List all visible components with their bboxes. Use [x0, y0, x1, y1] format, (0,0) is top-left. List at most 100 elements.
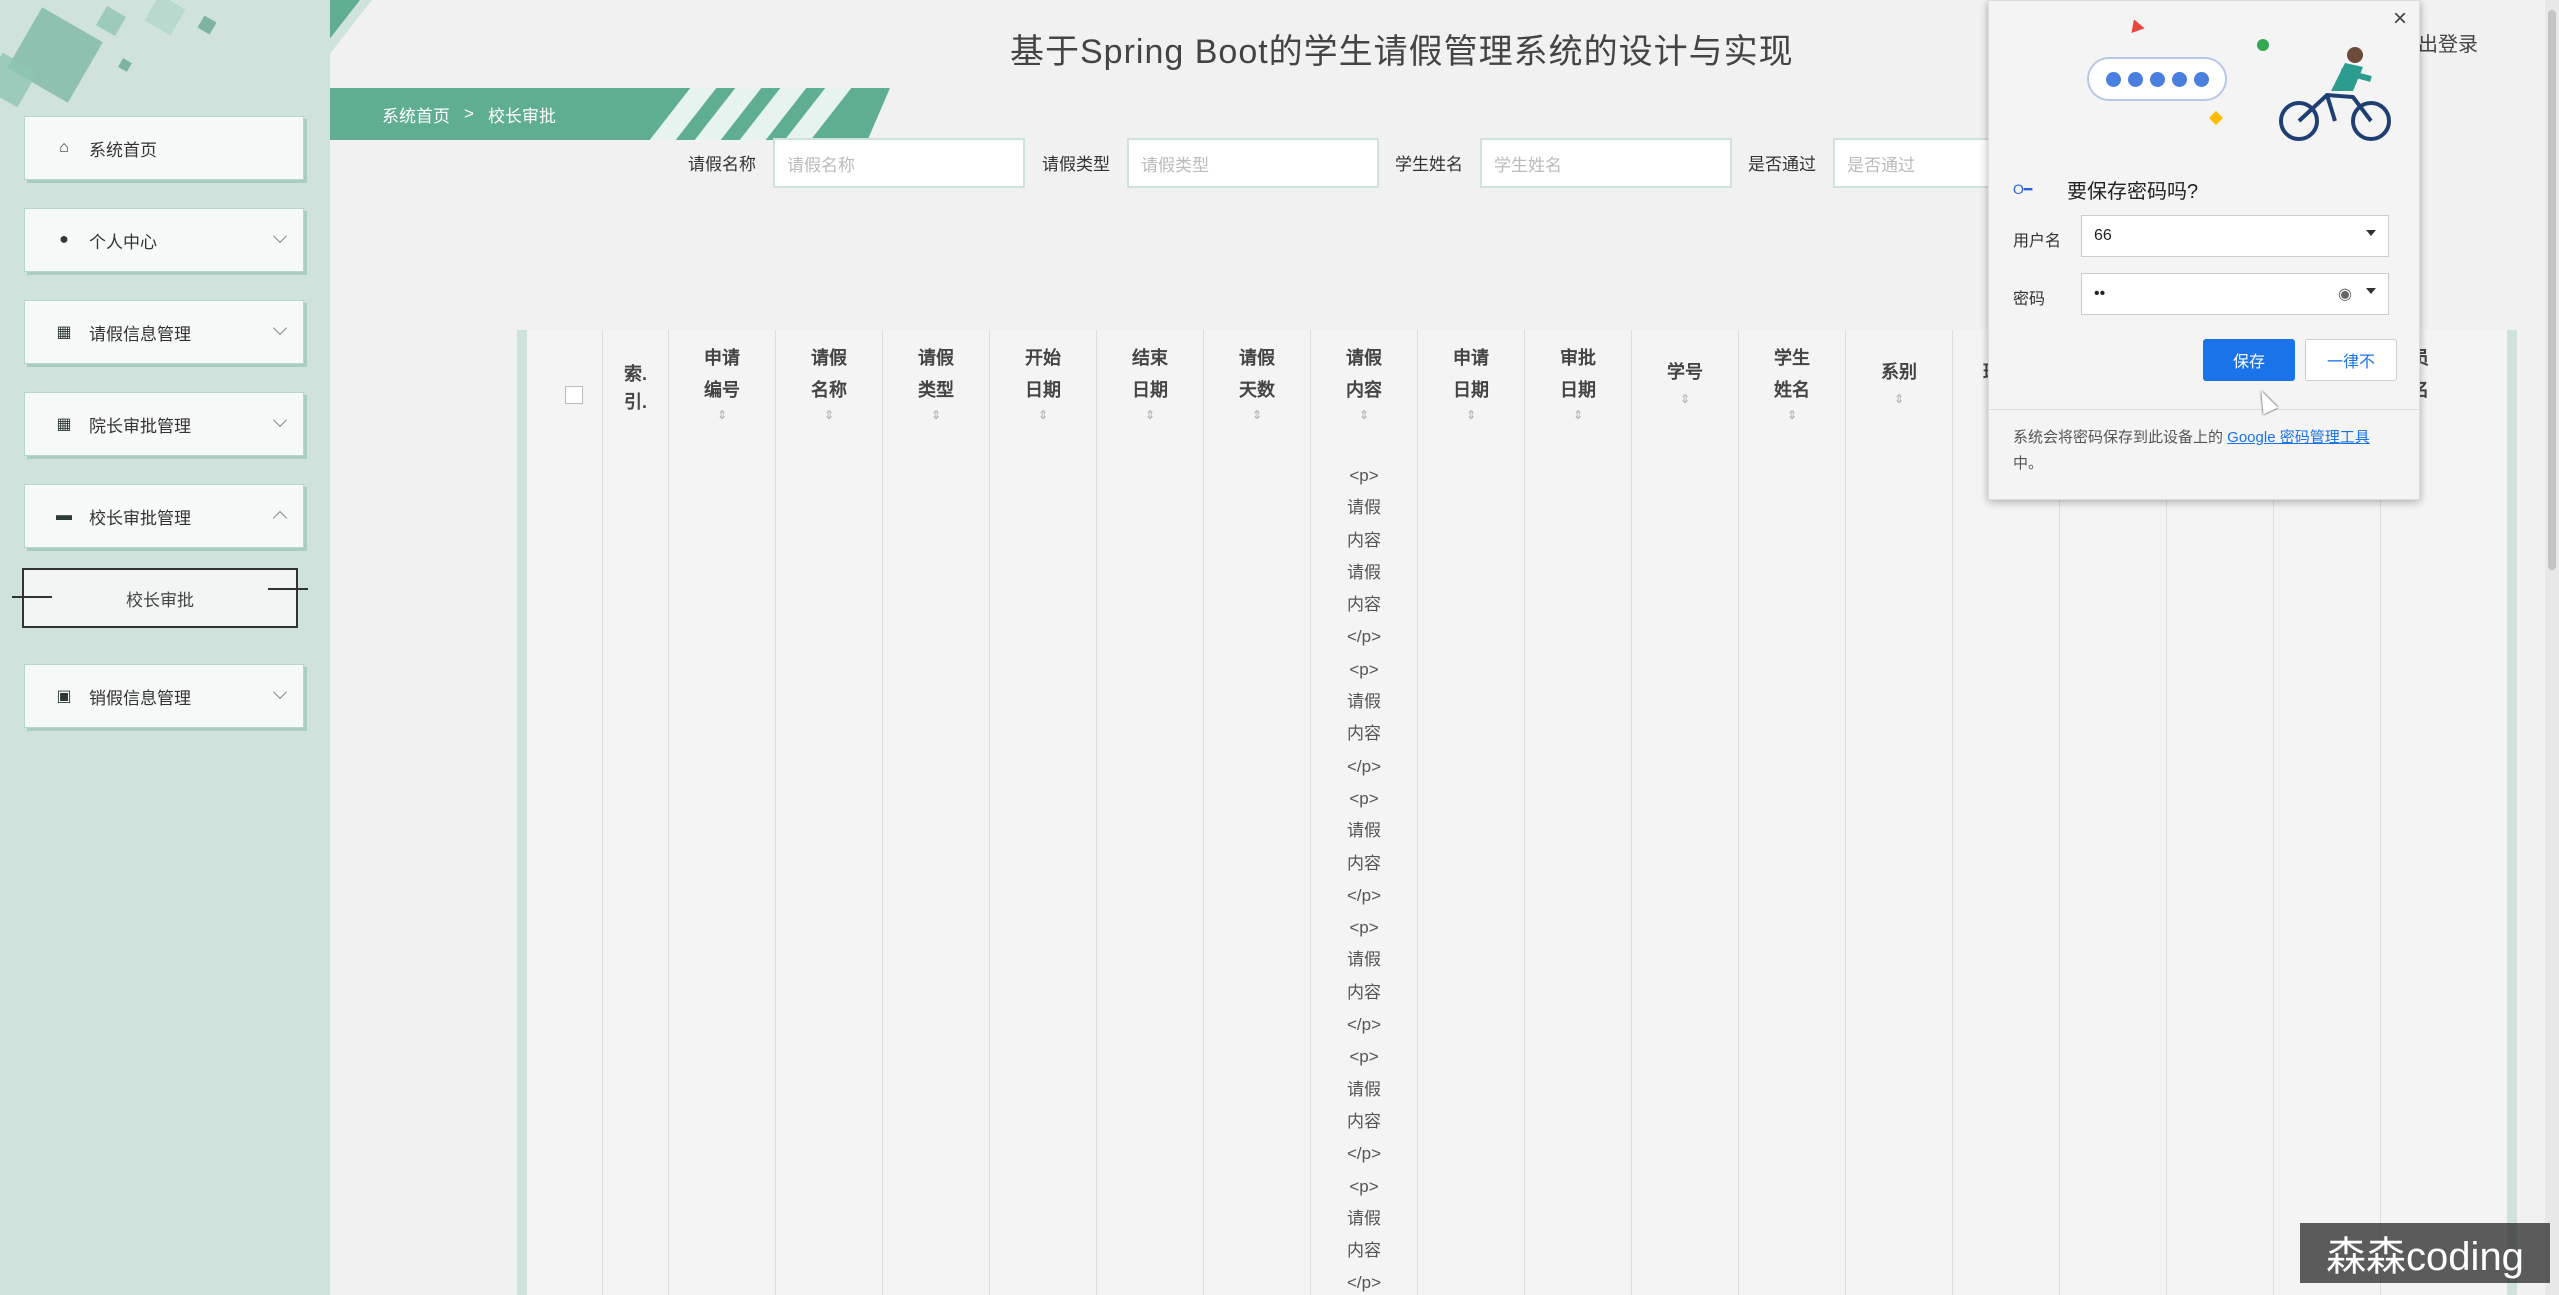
cyclist-icon — [2279, 47, 2391, 141]
breadcrumb-separator: > — [464, 104, 474, 123]
column-header: 请假 天数 — [1239, 348, 1275, 400]
sort-icon[interactable]: ⇕ — [1144, 408, 1156, 422]
sidebar-item-label: 销假信息管理 — [89, 688, 191, 708]
content-line: 内容 — [1347, 595, 1381, 615]
column-department[interactable]: 系别 ⇕ — [1846, 330, 1953, 1295]
google-password-manager-link[interactable]: Google 密码管理工具 — [2227, 429, 2370, 446]
column-leave-days[interactable]: 请假 天数 ⇕ — [1204, 330, 1311, 1295]
column-student-name[interactable]: 学生 姓名 ⇕ — [1739, 330, 1846, 1295]
content-line: <p> — [1349, 1176, 1379, 1196]
sort-icon[interactable]: ⇕ — [1465, 408, 1477, 422]
monitor-icon: ▬ — [56, 507, 72, 524]
sidebar: ⌂ 系统首页 ● 个人中心 ▦ 请假信息管理 ▦ 院长审批管理 ▬ 校长审批管理… — [0, 0, 330, 1295]
search-input-leave-type[interactable]: 请假类型 — [1127, 138, 1379, 188]
column-header: 请假 类型 — [918, 348, 954, 400]
password-label: 密码 — [2013, 291, 2046, 308]
content-line: <p> — [1349, 1047, 1379, 1067]
column-approve-date[interactable]: 审批 日期 ⇕ — [1525, 330, 1632, 1295]
key-icon: O━ — [2013, 181, 2033, 197]
column-end-date[interactable]: 结束 日期 ⇕ — [1097, 330, 1204, 1295]
sort-icon[interactable]: ⇕ — [930, 408, 942, 422]
column-hidden-1 — [2060, 330, 2167, 1295]
sort-icon[interactable]: ⇕ — [1251, 408, 1263, 422]
column-header: 请假 内容 — [1346, 348, 1382, 400]
column-header: 系别 — [1881, 362, 1917, 382]
sidebar-item-label: 请假信息管理 — [89, 324, 191, 344]
username-label: 用户名 — [2013, 233, 2062, 250]
briefcase-icon: ▣ — [56, 688, 72, 705]
sidebar-item-home[interactable]: ⌂ 系统首页 — [24, 116, 304, 180]
sidebar-item-principal-approval[interactable]: ▬ 校长审批管理 — [24, 484, 304, 548]
save-button[interactable]: 保存 — [2203, 339, 2295, 381]
home-icon: ⌂ — [59, 139, 69, 156]
column-leave-name[interactable]: 请假 名称 ⇕ — [776, 330, 883, 1295]
selection-marker — [268, 588, 308, 590]
sort-icon[interactable]: ⇕ — [1786, 408, 1798, 422]
column-header: 请假 名称 — [811, 348, 847, 400]
grid-icon: ▦ — [56, 324, 72, 341]
password-field[interactable]: •• ◉ — [2081, 273, 2389, 315]
grid-icon: ▦ — [56, 416, 72, 433]
content-line: </p> — [1346, 627, 1382, 647]
content-line: 请假 — [1347, 498, 1381, 518]
column-apply-no[interactable]: 申请 编号 ⇕ — [669, 330, 776, 1295]
search-input-leave-name[interactable]: 请假名称 — [773, 138, 1025, 188]
divider — [1989, 409, 2419, 410]
content-line: <p> — [1349, 659, 1379, 679]
column-start-date[interactable]: 开始 日期 ⇕ — [990, 330, 1097, 1295]
close-icon[interactable]: × — [2392, 5, 2407, 32]
selection-marker — [12, 596, 52, 598]
chevron-down-icon — [272, 412, 288, 428]
sort-icon[interactable]: ⇕ — [1358, 408, 1370, 422]
column-header: 学生 姓名 — [1774, 348, 1810, 400]
sidebar-item-label: 系统首页 — [89, 140, 157, 160]
search-label-approved: 是否通过 — [1748, 155, 1816, 174]
breadcrumb: 系统首页 > 校长审批 — [330, 88, 890, 140]
sort-icon[interactable]: ⇕ — [823, 408, 835, 422]
sort-icon[interactable]: ⇕ — [1572, 408, 1584, 422]
password-dots-illustration — [2087, 57, 2227, 101]
content-line: </p> — [1346, 885, 1382, 905]
column-student-no[interactable]: 学号 ⇕ — [1632, 330, 1739, 1295]
content-line: <p> — [1349, 918, 1379, 938]
sidebar-subitem-principal-approve[interactable]: 校长审批 — [12, 568, 308, 628]
scrollbar-thumb[interactable] — [2548, 10, 2556, 570]
content-line: 请假 — [1347, 1208, 1381, 1228]
sidebar-item-cancel-leave[interactable]: ▣ 销假信息管理 — [24, 664, 304, 728]
sidebar-item-personal-center[interactable]: ● 个人中心 — [24, 208, 304, 272]
column-index: 索. 引. — [603, 330, 669, 1295]
eye-icon[interactable]: ◉ — [2338, 286, 2352, 303]
chevron-down-icon — [272, 320, 288, 336]
search-input-student-name[interactable]: 学生姓名 — [1480, 138, 1732, 188]
search-input-approved[interactable]: 是否通过 — [1833, 138, 1993, 188]
never-button[interactable]: 一律不 — [2305, 339, 2397, 381]
scrollbar[interactable] — [2545, 0, 2559, 1295]
popup-illustration — [1989, 1, 2421, 161]
select-all-checkbox[interactable] — [565, 386, 583, 404]
column-header: 结束 日期 — [1132, 348, 1168, 400]
sort-icon[interactable]: ⇕ — [1037, 408, 1049, 422]
sort-icon[interactable]: ⇕ — [1679, 392, 1691, 406]
content-line: 请假 — [1347, 692, 1381, 712]
chevron-down-icon — [272, 228, 288, 244]
sidebar-item-leave-info[interactable]: ▦ 请假信息管理 — [24, 300, 304, 364]
header-decoration — [330, 0, 410, 90]
content-line: 内容 — [1347, 1241, 1381, 1261]
sort-icon[interactable]: ⇕ — [716, 408, 728, 422]
logout-link[interactable]: 出登录 — [2418, 34, 2478, 56]
sidebar-item-label: 个人中心 — [89, 232, 157, 252]
content-line: 内容 — [1347, 982, 1381, 1002]
content-line: </p> — [1346, 1015, 1382, 1035]
content-line: 内容 — [1347, 530, 1381, 550]
username-field[interactable]: 66 — [2081, 215, 2389, 257]
sidebar-item-label: 校长审批管理 — [89, 508, 191, 528]
column-leave-content[interactable]: 请假 内容 ⇕ <p> 请假 内容 请假 内容 </p> <p> 请假 内容 </p> <p> 请假 内容… — [1311, 330, 1418, 1295]
content-line: 内容 — [1347, 1111, 1381, 1131]
sidebar-item-dean-approval[interactable]: ▦ 院长审批管理 — [24, 392, 304, 456]
password-value: •• — [2094, 285, 2106, 302]
breadcrumb-home[interactable]: 系统首页 — [382, 106, 450, 126]
column-apply-date[interactable]: 申请 日期 ⇕ — [1418, 330, 1525, 1295]
column-leave-type[interactable]: 请假 类型 ⇕ — [883, 330, 990, 1295]
sort-icon[interactable]: ⇕ — [1893, 392, 1905, 406]
content-line: 请假 — [1347, 1079, 1381, 1099]
